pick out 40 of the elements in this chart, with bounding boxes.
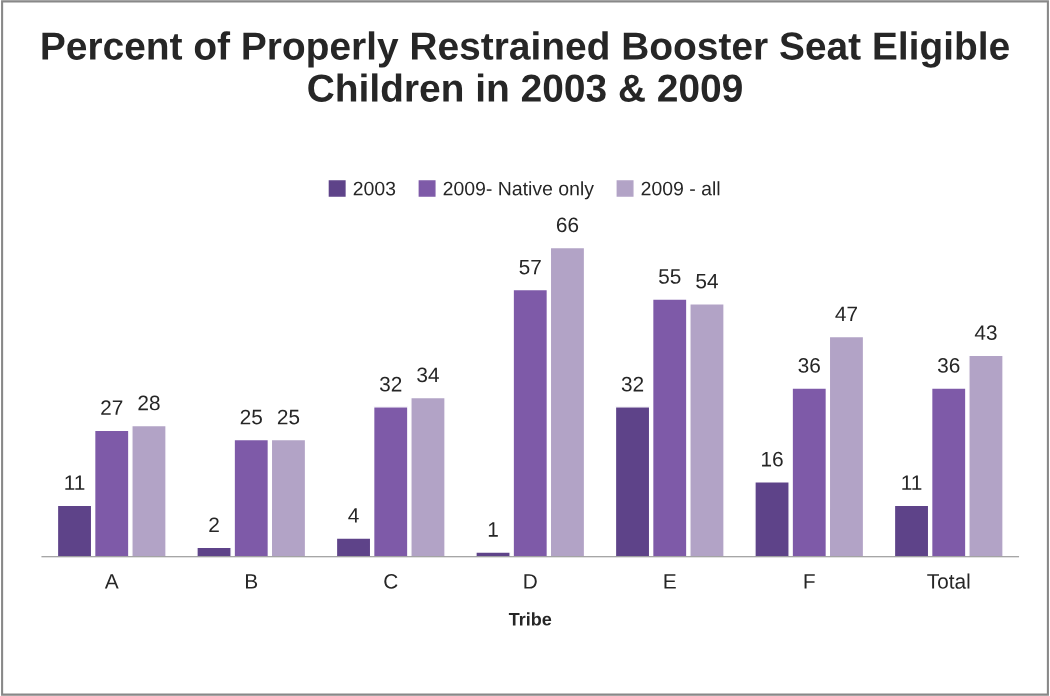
bar [549, 246, 586, 557]
legend-label: 2009- Native only [443, 181, 594, 200]
data-label: 2 [209, 517, 219, 532]
x-tick-label: D [524, 574, 537, 589]
data-label: 11 [902, 475, 922, 490]
x-tick-label: C [384, 574, 398, 589]
x-tick-label: F [804, 574, 815, 589]
x-axis-title: Tribe [508, 612, 552, 626]
data-label: 36 [798, 358, 820, 373]
bar [56, 504, 93, 557]
data-label: 16 [762, 451, 783, 467]
bar [614, 406, 651, 557]
chart-title: Percent of Properly Restrained Booster Seat Eligible Children in 2003 & 2009 [42, 31, 1009, 102]
data-label: 11 [65, 475, 85, 490]
data-label: 1 [488, 522, 498, 537]
x-tick-label: E [664, 574, 676, 589]
data-label: 57 [519, 259, 541, 275]
data-label: 27 [101, 400, 123, 415]
x-tick-label: A [104, 574, 119, 589]
x-tick-label: Total [927, 573, 970, 589]
data-label: 66 [556, 217, 579, 233]
bar [270, 438, 307, 557]
bar [893, 504, 930, 557]
data-label: 34 [417, 367, 439, 383]
data-label: 47 [835, 306, 857, 322]
data-label: 32 [379, 376, 402, 392]
bar [335, 537, 372, 557]
data-label: 43 [974, 325, 997, 341]
x-tick-label: B [246, 574, 258, 589]
data-label: 25 [240, 409, 262, 425]
data-label: 36 [937, 358, 960, 373]
data-label: 55 [659, 269, 681, 284]
legend-label: 2009 - all [641, 181, 720, 196]
legend-label: 2003 [353, 181, 396, 196]
data-label: 4 [348, 508, 359, 523]
bar [828, 335, 865, 557]
data-label: 54 [696, 273, 718, 289]
data-label: 25 [277, 409, 300, 425]
data-label: 28 [138, 395, 160, 411]
data-label: 32 [621, 376, 644, 392]
